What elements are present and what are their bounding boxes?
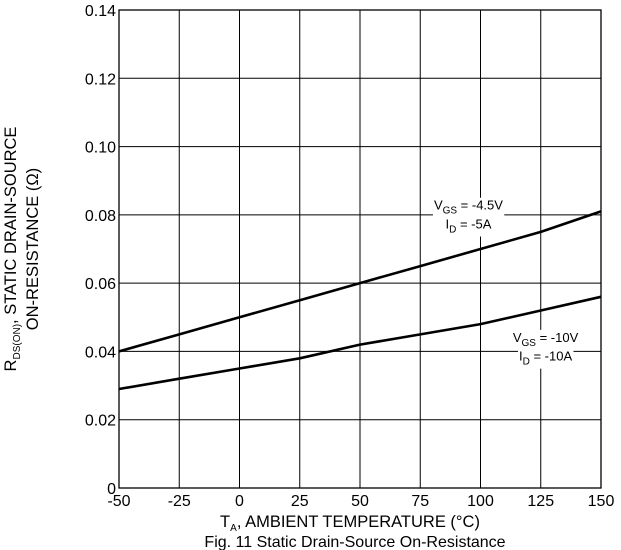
- y-tick-label: 0: [107, 481, 116, 498]
- x-tick-label: 75: [411, 493, 429, 510]
- annotation-background: [432, 197, 505, 218]
- annotation-background: [511, 329, 580, 350]
- plot-frame: [118, 9, 602, 489]
- x-tick-label: -25: [168, 493, 191, 510]
- figure-caption: Fig. 11 Static Drain-Source On-Resistanc…: [204, 534, 505, 550]
- x-tick-label: -50: [107, 493, 130, 510]
- y-tick-label: 0.02: [85, 413, 116, 430]
- y-axis-title-line-1: RDS(ON), STATIC DRAIN-SOURCE: [2, 127, 23, 372]
- y-tick-label: 0.04: [85, 344, 116, 361]
- annotation-series-1-line-2: ID = -5A: [445, 217, 491, 236]
- grid: [118, 9, 602, 489]
- annotation-background: [517, 348, 574, 369]
- x-tick-label: 25: [291, 493, 309, 510]
- x-tick-label: 50: [351, 493, 369, 510]
- series-line-2: [118, 295, 602, 391]
- annotation-series-1-line-1: VGS = -4.5V: [434, 198, 503, 217]
- annotation-series-2-line-2: ID = -10A: [519, 349, 572, 368]
- y-tick-label: 0.10: [85, 140, 116, 157]
- annotation-background: [444, 216, 493, 237]
- y-axis-title-line-2: ON-RESISTANCE (Ω): [24, 168, 42, 330]
- y-tick-label: 0.06: [85, 276, 116, 293]
- y-tick-label: 0.12: [85, 71, 116, 88]
- x-tick-label: 150: [588, 493, 615, 510]
- series-lines: [118, 210, 602, 391]
- x-tick-label: 125: [527, 493, 554, 510]
- series-line-1: [118, 210, 602, 353]
- x-tick-label: 100: [467, 493, 494, 510]
- x-tick-label: 0: [235, 493, 244, 510]
- annotation-series-2-line-1: VGS = -10V: [513, 330, 579, 349]
- y-tick-label: 0.14: [85, 3, 116, 20]
- x-tick-labels: -50 -25 0 25 50 75 100 125 150: [107, 493, 614, 510]
- x-axis-title: TA, AMBIENT TEMPERATURE (°C): [220, 513, 480, 534]
- y-tick-labels: 0 0.02 0.04 0.06 0.08 0.10 0.12 0.14: [85, 3, 116, 498]
- y-axis-title: RDS(ON), STATIC DRAIN-SOURCE ON-RESISTAN…: [2, 127, 42, 372]
- y-tick-label: 0.08: [85, 208, 116, 225]
